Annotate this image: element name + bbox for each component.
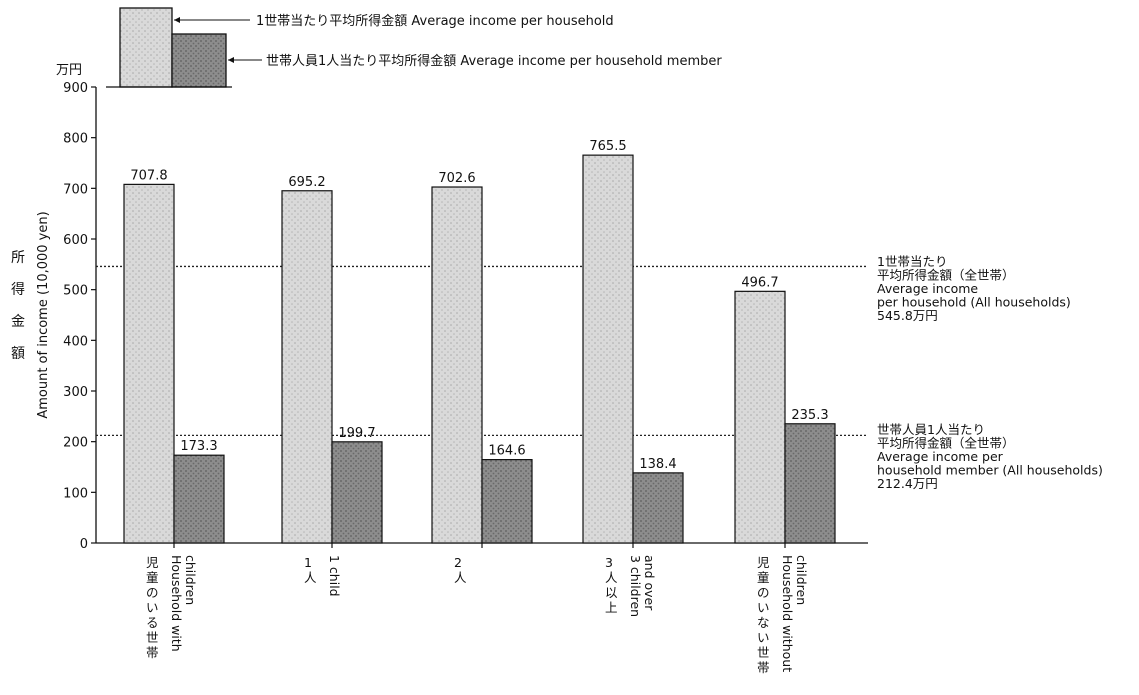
category-label-ja: 児童のいる世帯: [146, 555, 159, 660]
bar: [784, 423, 836, 544]
category-label-en: Household without: [780, 555, 795, 672]
category-label-ja: 3 人以上: [605, 555, 618, 615]
y-tick-label: 0: [80, 537, 88, 552]
category-label-en: Household with: [169, 555, 184, 652]
bar: [331, 441, 383, 544]
legend-label-member: 世帯人員1人当たり平均所得金額 Average income per house…: [266, 53, 722, 69]
legend-swatch-household: [119, 7, 173, 88]
category-label-ja: 児童のいない世帯: [757, 555, 770, 675]
bar-value-label: 173.3: [180, 439, 217, 454]
bars: 707.8 695.2 702.6 765.5 496.7 173.3 199.7 164.6…: [123, 139, 836, 544]
y-axis-label-en: Amount of income (10,000 yen): [36, 211, 51, 418]
category-label-en: 3 children: [628, 555, 643, 617]
bar-value-label: 199.7: [338, 426, 375, 441]
category-label: 児童のいる世帯 Household with children: [146, 555, 198, 660]
bar: [431, 186, 483, 544]
reference-line-label: 1世帯当たり平均所得金額（全世帯） Average income per house…: [877, 254, 1071, 323]
bar-value-label: 765.5: [589, 139, 626, 154]
y-axis-label-ja: 所得金額: [11, 250, 25, 362]
bar-value-label: 695.2: [288, 175, 325, 190]
bar: [734, 290, 786, 544]
category-label-en: 1 child: [327, 555, 342, 597]
category-label: 3 人以上 3 children and over: [605, 555, 657, 617]
bar-value-label: 702.6: [438, 171, 475, 186]
bar-value-label: 496.7: [741, 275, 778, 290]
bar: [123, 183, 175, 544]
bar-value-label: 138.4: [639, 457, 676, 472]
y-tick-label: 300: [63, 385, 88, 400]
y-tick-label: 500: [63, 284, 88, 299]
y-tick-label: 800: [63, 132, 88, 147]
legend-swatch-member: [171, 33, 227, 88]
category-label-en: and over: [642, 555, 657, 611]
y-tick-label: 900: [63, 81, 88, 96]
bar: [481, 459, 533, 544]
y-tick-label: 600: [63, 233, 88, 248]
y-unit-label: 万円: [56, 63, 82, 78]
legend: 1世帯当たり平均所得金額 Average income per househol…: [106, 7, 722, 88]
bar-value-label: 707.8: [130, 168, 167, 183]
bar: [281, 190, 333, 544]
legend-label-household: 1世帯当たり平均所得金額 Average income per househol…: [256, 13, 614, 29]
y-tick-label: 700: [63, 182, 88, 197]
bar: [632, 472, 684, 544]
category-label-en: children: [794, 555, 809, 605]
reference-line-label: 世帯人員1人当たり平均所得金額（全世帯） Average income per ho…: [877, 422, 1103, 491]
bar-value-label: 164.6: [488, 444, 525, 459]
bar: [582, 154, 634, 544]
bar: [173, 454, 225, 544]
y-tick-label: 400: [63, 334, 88, 349]
y-tick-label: 200: [63, 436, 88, 451]
category-label-en: children: [183, 555, 198, 605]
y-tick-label: 100: [63, 486, 88, 501]
bar-value-label: 235.3: [791, 408, 828, 423]
category-label: 児童のいない世帯 Household without children: [757, 555, 809, 675]
y-axis: 万円 0 100 200 300 400 500 600 700 800 900 所得金額 Amo…: [11, 63, 97, 552]
